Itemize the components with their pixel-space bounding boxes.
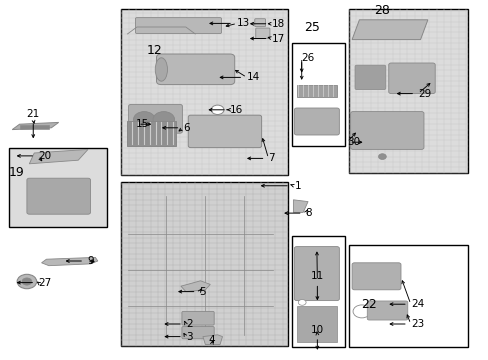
Text: 29: 29 bbox=[417, 89, 430, 99]
Text: 1: 1 bbox=[294, 181, 301, 191]
Text: 16: 16 bbox=[229, 105, 243, 115]
Circle shape bbox=[153, 112, 174, 127]
Bar bbox=[292, 43, 345, 146]
Text: 5: 5 bbox=[199, 287, 206, 297]
Bar bbox=[296, 85, 336, 97]
FancyBboxPatch shape bbox=[27, 178, 90, 214]
Circle shape bbox=[133, 112, 155, 127]
Text: 7: 7 bbox=[268, 153, 275, 163]
FancyBboxPatch shape bbox=[135, 18, 221, 33]
Circle shape bbox=[378, 154, 386, 159]
Polygon shape bbox=[351, 20, 427, 40]
Polygon shape bbox=[181, 281, 210, 292]
Text: 18: 18 bbox=[271, 19, 284, 29]
Polygon shape bbox=[12, 122, 59, 130]
Text: 14: 14 bbox=[246, 72, 260, 82]
Text: 20: 20 bbox=[38, 151, 51, 161]
FancyBboxPatch shape bbox=[254, 19, 265, 27]
Text: 21: 21 bbox=[26, 109, 40, 119]
Bar bbox=[121, 182, 287, 346]
Bar bbox=[348, 245, 468, 347]
Text: 12: 12 bbox=[146, 44, 162, 57]
Text: 10: 10 bbox=[310, 325, 323, 335]
FancyBboxPatch shape bbox=[182, 311, 214, 325]
FancyBboxPatch shape bbox=[350, 112, 423, 149]
Circle shape bbox=[352, 305, 370, 318]
Circle shape bbox=[17, 274, 37, 289]
FancyBboxPatch shape bbox=[128, 104, 182, 133]
Text: 30: 30 bbox=[346, 137, 360, 147]
Bar bbox=[296, 306, 336, 342]
Bar bbox=[121, 9, 287, 175]
FancyBboxPatch shape bbox=[188, 115, 261, 148]
FancyBboxPatch shape bbox=[294, 108, 339, 135]
Text: 27: 27 bbox=[38, 278, 51, 288]
Text: 25: 25 bbox=[304, 21, 319, 34]
FancyBboxPatch shape bbox=[354, 65, 385, 90]
Text: 3: 3 bbox=[185, 332, 192, 342]
Bar bbox=[292, 236, 345, 347]
Text: 26: 26 bbox=[301, 53, 314, 63]
FancyBboxPatch shape bbox=[351, 263, 400, 290]
Ellipse shape bbox=[155, 58, 167, 81]
Polygon shape bbox=[203, 335, 222, 345]
Text: 19: 19 bbox=[9, 166, 24, 179]
FancyBboxPatch shape bbox=[388, 63, 434, 94]
Polygon shape bbox=[293, 200, 307, 212]
Text: 23: 23 bbox=[410, 319, 423, 329]
FancyBboxPatch shape bbox=[366, 301, 407, 320]
Bar bbox=[9, 148, 106, 227]
Bar bbox=[348, 9, 468, 173]
Text: 24: 24 bbox=[410, 299, 423, 309]
Bar bbox=[127, 121, 176, 146]
Text: 8: 8 bbox=[305, 208, 312, 218]
Text: 17: 17 bbox=[271, 33, 284, 44]
FancyBboxPatch shape bbox=[156, 54, 234, 85]
Text: 22: 22 bbox=[361, 298, 376, 311]
Text: 6: 6 bbox=[183, 123, 190, 133]
Text: 15: 15 bbox=[136, 119, 149, 129]
Text: 9: 9 bbox=[87, 256, 94, 266]
FancyBboxPatch shape bbox=[255, 28, 269, 39]
Circle shape bbox=[22, 278, 32, 285]
Text: 4: 4 bbox=[208, 335, 215, 345]
Text: 28: 28 bbox=[374, 4, 389, 17]
FancyBboxPatch shape bbox=[182, 327, 214, 339]
Polygon shape bbox=[29, 149, 88, 164]
Text: 13: 13 bbox=[236, 18, 249, 28]
FancyBboxPatch shape bbox=[294, 247, 339, 301]
Text: 2: 2 bbox=[185, 319, 192, 329]
Text: 11: 11 bbox=[310, 271, 324, 281]
Circle shape bbox=[298, 300, 305, 305]
Circle shape bbox=[211, 105, 224, 114]
Polygon shape bbox=[41, 257, 98, 266]
Bar bbox=[20, 125, 49, 129]
